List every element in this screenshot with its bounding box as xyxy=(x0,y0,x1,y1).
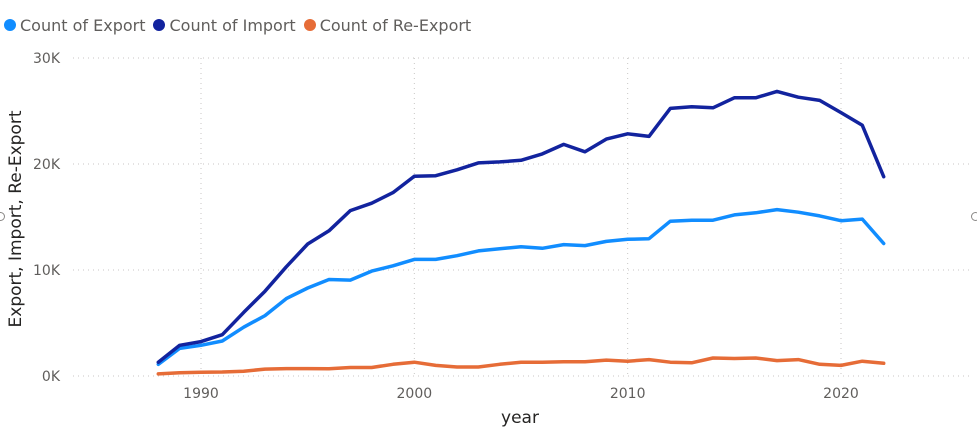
grid-layer xyxy=(73,57,969,377)
series-line-reexport[interactable] xyxy=(156,356,886,376)
resize-handle-right[interactable] xyxy=(971,212,977,221)
legend-item-reexport[interactable]: Count of Re-Export xyxy=(303,15,472,35)
x-tick-label: 2010 xyxy=(610,386,646,402)
series-layer xyxy=(156,89,886,376)
y-axis-title: Export, Import, Re-Export xyxy=(6,110,26,327)
legend-label-import: Count of Import xyxy=(169,15,296,35)
series-line-export[interactable] xyxy=(156,207,886,367)
legend-label-reexport: Count of Re-Export xyxy=(319,15,472,35)
legend-item-import[interactable]: Count of Import xyxy=(153,15,296,35)
legend-marker-import xyxy=(153,19,166,31)
resize-handle-left[interactable] xyxy=(0,212,5,221)
legend-label-export: Count of Export xyxy=(20,15,146,35)
legend-item-export[interactable]: Count of Export xyxy=(4,16,145,35)
y-tick-label: 10K xyxy=(33,263,61,279)
chart-legend: Count of Export Count of Import Count of… xyxy=(4,14,479,36)
x-axis-title: year xyxy=(501,408,539,428)
y-tick-label: 30K xyxy=(33,51,61,67)
x-tick-label: 1990 xyxy=(183,386,219,402)
series-line-import[interactable] xyxy=(156,89,886,364)
y-tick-label: 0K xyxy=(42,369,61,385)
x-tick-label: 2020 xyxy=(823,386,859,402)
axis-layer: 0K 10K 20K 30K 1990 2000 2010 2020 xyxy=(33,51,859,402)
y-tick-label: 20K xyxy=(33,157,61,173)
x-tick-label: 2000 xyxy=(397,386,433,402)
legend-marker-export xyxy=(4,19,16,31)
legend-marker-reexport xyxy=(303,19,316,31)
